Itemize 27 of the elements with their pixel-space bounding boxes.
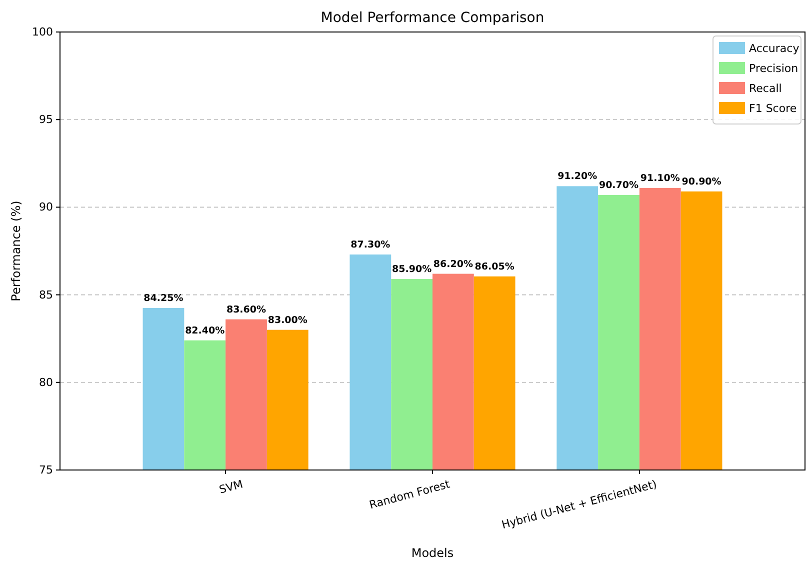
data-label: 90.90% — [682, 176, 722, 188]
legend-label: Recall — [749, 82, 782, 95]
y-tick-label: 95 — [39, 113, 53, 126]
data-label: 91.20% — [558, 171, 598, 182]
data-label: 84.25% — [144, 292, 184, 304]
data-label: 90.70% — [598, 180, 640, 191]
data-label: 83.60% — [226, 304, 267, 316]
data-label: 82.40% — [185, 325, 226, 336]
legend-label: Accuracy — [749, 42, 800, 55]
y-tick-label: 100 — [32, 26, 53, 39]
x-tick-label: Random Forest — [368, 477, 452, 512]
y-tick-label: 85 — [39, 288, 53, 302]
data-label: 83.00% — [268, 314, 308, 326]
data-label: 85.90% — [392, 264, 432, 276]
x-axis-title: Models — [411, 546, 454, 560]
data-label: 91.10% — [640, 172, 680, 184]
legend-label: Precision — [749, 62, 798, 75]
y-tick-label: 75 — [39, 464, 53, 477]
data-label: 86.05% — [474, 261, 515, 272]
y-tick-label: 80 — [39, 376, 53, 389]
legend-label: F1 Score — [749, 102, 797, 115]
y-axis-title: Performance (%) — [9, 200, 23, 302]
y-tick-label: 90 — [39, 200, 53, 214]
chart-title: Model Performance Comparison — [320, 10, 544, 26]
data-label: 86.20% — [433, 258, 474, 270]
x-tick-label: SVM — [218, 478, 244, 496]
data-label: 87.30% — [350, 240, 391, 251]
